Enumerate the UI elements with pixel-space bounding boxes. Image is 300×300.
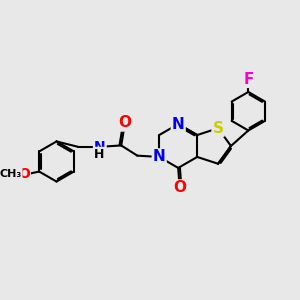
Text: F: F xyxy=(243,72,254,87)
Text: O: O xyxy=(118,116,131,130)
Text: CH₃: CH₃ xyxy=(0,169,22,179)
Text: O: O xyxy=(173,181,186,196)
Text: N: N xyxy=(153,149,166,164)
Text: N: N xyxy=(172,117,184,132)
Text: H: H xyxy=(94,148,104,161)
Text: S: S xyxy=(213,121,224,136)
Text: N: N xyxy=(94,140,106,154)
Text: O: O xyxy=(18,167,30,181)
